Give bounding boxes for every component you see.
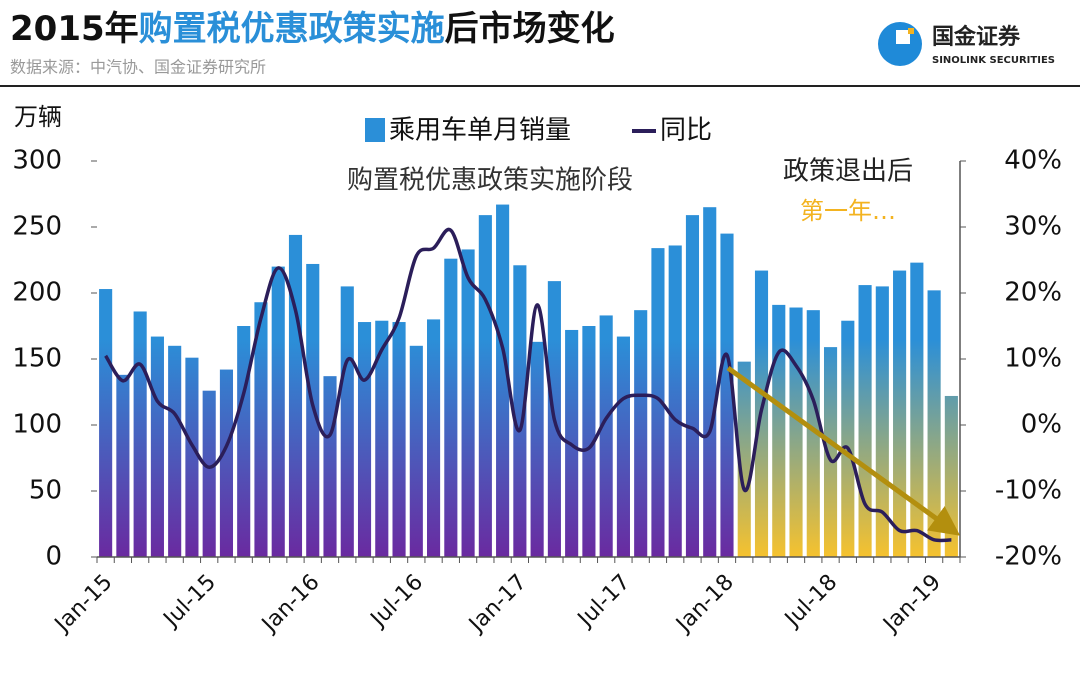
x-tick-label: Jan-18 bbox=[670, 570, 738, 638]
x-tick-label: Jul-18 bbox=[779, 570, 842, 633]
bar bbox=[409, 345, 423, 557]
bar bbox=[893, 270, 907, 557]
bar bbox=[496, 204, 510, 557]
bar bbox=[651, 248, 665, 557]
bar bbox=[427, 319, 441, 557]
y-tick-label: 100 bbox=[12, 410, 62, 440]
bar bbox=[513, 265, 527, 557]
title-part: 购置税优惠政策实施 bbox=[139, 9, 445, 49]
logo-square bbox=[896, 30, 910, 44]
bar bbox=[375, 320, 389, 557]
bar bbox=[789, 307, 803, 557]
bar bbox=[875, 286, 889, 557]
y-tick-label: 300 bbox=[12, 146, 62, 176]
bar bbox=[288, 234, 303, 558]
y-axis-label: 万辆 bbox=[14, 103, 62, 131]
yoy-line bbox=[104, 227, 952, 543]
bar bbox=[99, 289, 113, 557]
annotation: 第一年… bbox=[800, 197, 896, 225]
bar bbox=[530, 341, 544, 557]
bar bbox=[858, 285, 872, 557]
bar bbox=[685, 215, 700, 557]
y2-tick-label: 10% bbox=[1004, 344, 1062, 374]
bar bbox=[340, 286, 354, 557]
x-tick-label: Jan-15 bbox=[49, 570, 117, 638]
logo-en: SINOLINK SECURITIES bbox=[932, 55, 1055, 66]
y2-tick-label: 0% bbox=[1021, 410, 1062, 440]
bar bbox=[599, 315, 613, 557]
bar bbox=[634, 310, 648, 557]
bar bbox=[271, 266, 285, 557]
chart-title: 2015年购置税优惠政策实施后市场变化 bbox=[10, 9, 615, 49]
bar bbox=[168, 345, 182, 557]
source: 数据来源：中汽协、国金证券研究所 bbox=[10, 58, 266, 77]
bar bbox=[185, 357, 199, 557]
y-tick-label: 150 bbox=[12, 344, 62, 374]
bar bbox=[116, 374, 130, 557]
bar bbox=[616, 336, 630, 557]
x-tick-label: Jan-17 bbox=[463, 570, 531, 638]
bar bbox=[357, 322, 372, 557]
bar bbox=[668, 245, 682, 558]
y2-tick-label: 40% bbox=[1004, 146, 1062, 176]
y2-tick-label: 20% bbox=[1004, 278, 1062, 308]
bar bbox=[150, 336, 164, 557]
bar bbox=[237, 326, 251, 557]
x-tick-label: Jul-17 bbox=[572, 570, 635, 633]
y-tick-label: 250 bbox=[12, 212, 62, 242]
y2-tick-label: 30% bbox=[1004, 212, 1062, 242]
bar bbox=[461, 249, 475, 557]
bar bbox=[772, 304, 786, 557]
bar bbox=[927, 290, 941, 557]
trend-arrow bbox=[726, 365, 961, 536]
title-part: 后市场变化 bbox=[445, 9, 615, 49]
bar bbox=[703, 207, 717, 557]
bar bbox=[133, 311, 147, 557]
y-tick-label: 0 bbox=[45, 542, 62, 572]
y2-tick-label: -10% bbox=[995, 476, 1062, 506]
title-part: 2015年 bbox=[10, 9, 139, 49]
bar bbox=[323, 376, 337, 557]
bar bbox=[202, 390, 216, 557]
y-tick-label: 50 bbox=[29, 476, 62, 506]
y2-tick-label: -20% bbox=[995, 542, 1062, 572]
bar bbox=[944, 395, 958, 557]
logo-text: 国金证券 bbox=[932, 24, 1021, 50]
x-tick-label: Jan-19 bbox=[877, 570, 945, 638]
bar bbox=[478, 215, 492, 557]
y-tick-label: 200 bbox=[12, 278, 62, 308]
bar bbox=[444, 258, 458, 557]
bar bbox=[392, 322, 406, 557]
logo: 国金证券 SINOLINK SECURITIES bbox=[878, 22, 1055, 66]
annotation: 购置税优惠政策实施阶段 bbox=[347, 166, 633, 196]
bar bbox=[910, 262, 924, 557]
bar bbox=[254, 302, 268, 557]
bar bbox=[582, 326, 596, 557]
logo-dot bbox=[908, 28, 914, 34]
legend-label: 同比 bbox=[660, 116, 712, 146]
x-tick-label: Jul-15 bbox=[158, 570, 221, 633]
x-tick-label: Jan-16 bbox=[256, 570, 324, 638]
bar bbox=[737, 361, 751, 557]
bar bbox=[720, 233, 734, 557]
bar bbox=[841, 320, 855, 557]
bar bbox=[806, 310, 820, 557]
annotation: 政策退出后 bbox=[783, 157, 913, 187]
bar bbox=[823, 347, 838, 557]
x-tick-label: Jul-16 bbox=[365, 570, 428, 633]
legend-label: 乘用车单月销量 bbox=[389, 116, 571, 146]
bar bbox=[219, 369, 234, 557]
legend-swatch bbox=[365, 118, 385, 142]
